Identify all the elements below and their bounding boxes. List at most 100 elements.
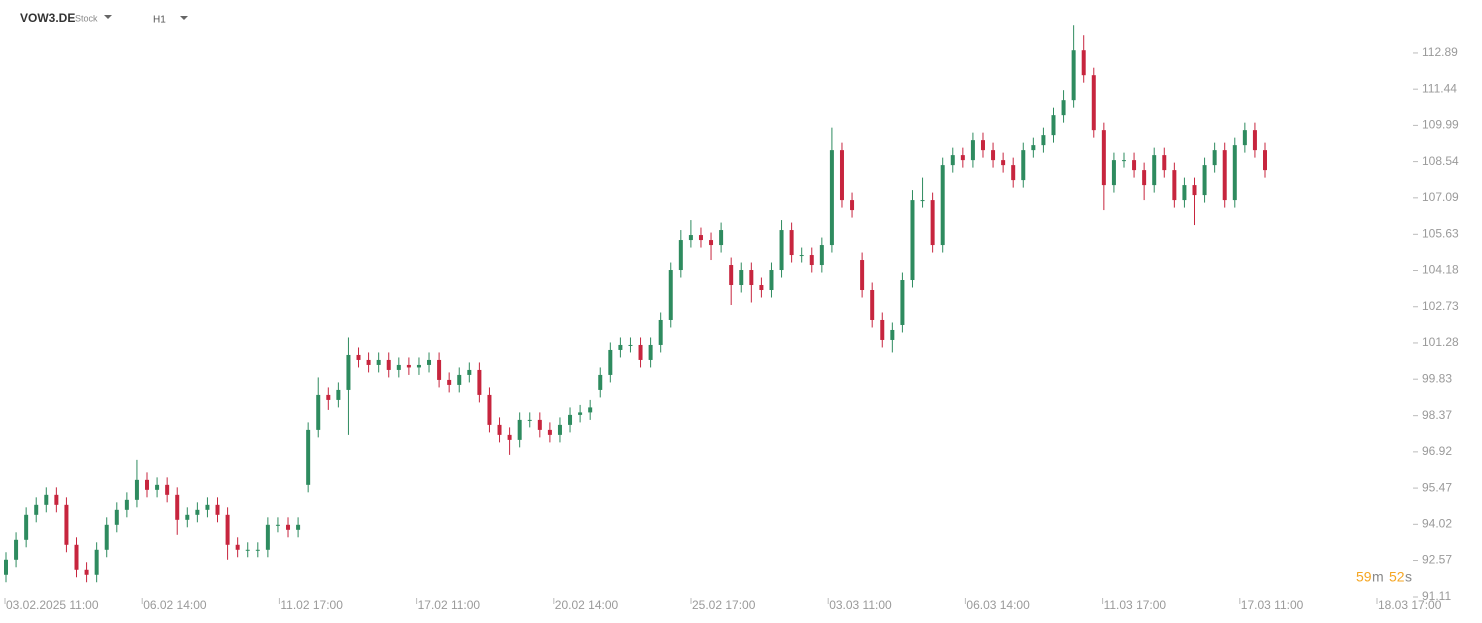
candle-body [1091,75,1096,131]
candle-body [416,364,421,368]
candle-body [225,514,230,545]
candle-body [356,354,361,360]
candle-body [568,414,573,425]
y-tick-label: 94.02 [1422,516,1452,530]
candle-body [839,150,844,201]
candle-body [84,569,89,575]
symbol-dropdown[interactable] [104,15,112,19]
candle-body [1021,150,1026,181]
candle-body [467,369,472,375]
candle-body [557,424,562,435]
candle-body [185,514,190,520]
candle-body [477,369,482,395]
candle-body [235,544,240,550]
candle-body [920,200,925,202]
y-tick-label: 96.92 [1422,444,1452,458]
candle-body [678,240,683,271]
candle-body [54,494,59,505]
y-tick-label: 112.89 [1422,45,1458,59]
candle-body [527,419,532,421]
candle-body [870,290,875,320]
y-tick-label: 111.44 [1422,81,1457,95]
candle-body [1152,155,1157,186]
candle-body [134,479,139,500]
candle-body [1011,165,1016,181]
candle-body [1061,100,1066,116]
candle-body [175,494,180,520]
candle-body [44,494,49,505]
instrument-kind: Stock [75,13,98,23]
x-tick-label: 03.03 11:00 [829,598,892,612]
timeframe[interactable]: H1 [153,15,166,26]
candle-body [648,344,653,360]
candle-body [537,419,542,430]
candle-body [124,499,129,510]
candle-body [74,544,79,570]
candle-body [437,359,442,380]
candle-body [809,255,814,266]
candle-body [970,140,975,161]
x-tick-label: 17.03 11:00 [1241,598,1304,612]
candle-body [1202,165,1207,196]
candle-body [739,270,744,286]
candle-body [104,524,109,550]
candle-body [24,514,29,540]
candle-body [779,230,784,271]
candle-body [64,504,69,545]
candle-body [265,524,270,550]
candle-body [275,524,280,526]
candle-body [1252,130,1257,151]
candle-body [729,265,734,286]
candle-body [658,319,663,345]
candle-body [880,319,885,340]
candle-body [34,504,39,515]
candle-body [638,344,643,360]
candle-body [991,150,996,161]
y-tick-label: 95.47 [1422,480,1452,494]
candle-body [578,412,583,415]
y-tick-label: 101.28 [1422,335,1459,349]
candle-body [497,424,502,435]
candle-body [1111,160,1116,186]
candle-body [316,394,321,430]
candle-body [1182,185,1187,201]
candle-body [1132,160,1137,171]
y-tick-label: 98.37 [1422,408,1452,422]
countdown-minutes: 59 [1356,569,1372,585]
y-tick-label: 104.18 [1422,263,1459,277]
x-tick-label: 17.02 11:00 [418,598,481,612]
countdown-unit: s [1405,569,1412,585]
candle-body [306,429,311,485]
candle-body [1142,170,1147,186]
candle-body [366,359,371,365]
y-tick-label: 105.63 [1422,226,1459,240]
candle-body [155,484,160,490]
candle-body [1242,130,1247,146]
candle-body [14,539,19,560]
candle-body [1071,50,1076,101]
candle-body [1031,145,1036,151]
candle-body [547,429,552,435]
candle-body [618,344,623,350]
symbol[interactable]: VOW3.DE [20,11,75,25]
candle-body [789,230,794,256]
candle-body [799,255,804,257]
x-tick-label: 18.03 17:00 [1378,598,1442,612]
candle-body [829,150,834,246]
candle-body [668,270,673,320]
candle-body [900,280,905,325]
candle-body [930,200,935,246]
candle-body [719,230,724,246]
candle-body [386,359,391,370]
x-tick-label: 25.02 17:00 [692,598,756,612]
candle-body [245,549,250,551]
candle-body [960,155,965,161]
candle-body [980,140,985,151]
timeframe-dropdown[interactable] [180,16,188,20]
candle-body [1212,150,1217,166]
candle-body [487,394,492,425]
candle-body [94,549,99,575]
candle-body [1172,170,1177,201]
candle-body [860,260,865,291]
candle-body [396,364,401,370]
